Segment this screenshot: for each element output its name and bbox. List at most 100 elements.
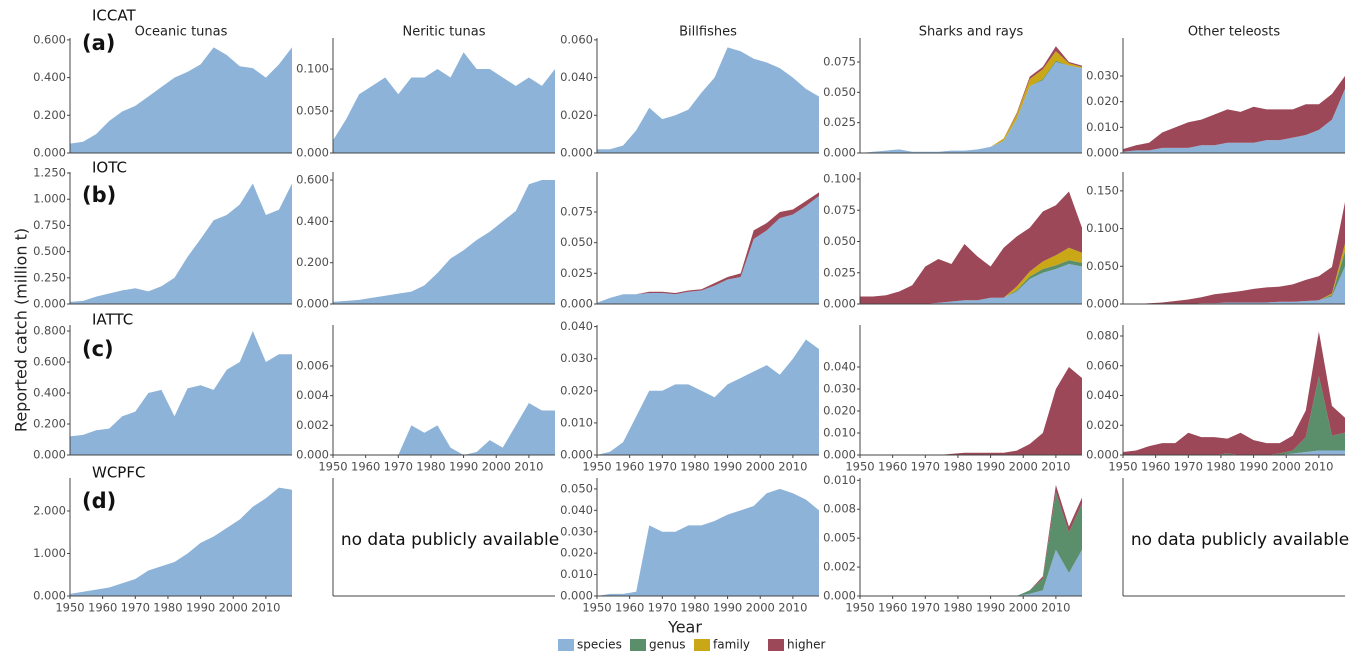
- area: [860, 62, 1082, 153]
- y-tick-label: 0.002: [296, 418, 329, 432]
- y-tick-label: 0.000: [823, 146, 856, 160]
- x-tick-label: 1990: [186, 601, 215, 615]
- legend-label: higher: [787, 638, 826, 652]
- y-tick-label: 0.000: [560, 146, 593, 160]
- x-tick-label: 1950: [55, 601, 84, 615]
- x-tick-label: 2010: [778, 601, 807, 615]
- x-tick-label: 2010: [778, 460, 807, 474]
- x-tick-label: 1960: [615, 601, 644, 615]
- y-tick-label: 0.200: [33, 417, 66, 431]
- y-tick-label: 0.600: [296, 173, 329, 187]
- y-tick-label: 0.250: [33, 270, 66, 284]
- y-tick-label: 0.000: [33, 448, 66, 462]
- panel-title: Neritic tunas: [403, 25, 486, 40]
- y-tick-label: 0.100: [823, 172, 856, 186]
- area: [860, 260, 1082, 304]
- y-tick-label: 0.020: [560, 546, 593, 560]
- x-tick-label: 2010: [514, 460, 543, 474]
- x-tick-label: 1950: [845, 601, 874, 615]
- y-tick-label: 0.020: [823, 404, 856, 418]
- x-tick-label: 1960: [878, 460, 907, 474]
- area: [1123, 266, 1345, 304]
- x-tick-label: 1980: [943, 601, 972, 615]
- area: [597, 339, 819, 455]
- legend-swatch: [694, 639, 710, 651]
- y-tick-label: 1.000: [33, 192, 66, 206]
- row-tag: (c): [82, 337, 114, 361]
- x-tick-label: 1960: [88, 601, 117, 615]
- x-tick-label: 1990: [713, 601, 742, 615]
- y-tick-label: 0.400: [296, 214, 329, 228]
- x-tick-label: 2010: [1041, 601, 1070, 615]
- area: [70, 183, 292, 304]
- x-tick-label: 1960: [1141, 460, 1170, 474]
- x-tick-label: 1950: [582, 460, 611, 474]
- y-tick-label: 1.000: [33, 546, 66, 560]
- area: [1123, 450, 1345, 455]
- y-tick-label: 0.050: [296, 104, 329, 118]
- area: [70, 487, 292, 596]
- x-tick-label: 1950: [845, 460, 874, 474]
- y-tick-label: 0.400: [33, 70, 66, 84]
- y-tick-label: 0.150: [1086, 183, 1119, 197]
- y-tick-label: 0.000: [1086, 448, 1119, 462]
- y-tick-label: 0.040: [560, 70, 593, 84]
- y-tick-label: 0.000: [823, 297, 856, 311]
- x-tick-label: 1980: [1206, 460, 1235, 474]
- y-tick-label: 0.030: [560, 351, 593, 365]
- legend-label: family: [713, 638, 750, 652]
- y-tick-label: 0.010: [560, 567, 593, 581]
- x-axis-label: Year: [667, 618, 702, 637]
- y-tick-label: 0.004: [296, 388, 329, 402]
- x-tick-label: 1960: [878, 601, 907, 615]
- area: [333, 180, 555, 304]
- x-tick-label: 1970: [1174, 460, 1203, 474]
- y-tick-label: 0.040: [823, 360, 856, 374]
- y-tick-label: 0.010: [560, 415, 593, 429]
- x-tick-label: 2000: [1009, 601, 1038, 615]
- x-tick-label: 1980: [153, 601, 182, 615]
- y-tick-label: 0.025: [823, 115, 856, 129]
- y-tick-label: 0.000: [823, 448, 856, 462]
- y-tick-label: 0.500: [33, 244, 66, 258]
- area: [333, 52, 555, 153]
- y-tick-label: 0.000: [1086, 297, 1119, 311]
- legend-label: species: [577, 638, 622, 652]
- panel-title: Sharks and rays: [919, 25, 1024, 40]
- y-tick-label: 0.050: [560, 481, 593, 495]
- y-tick-label: 0.000: [296, 297, 329, 311]
- x-tick-label: 1980: [680, 460, 709, 474]
- row-tag: (b): [82, 183, 116, 207]
- y-tick-label: 0.010: [823, 473, 856, 487]
- y-tick-label: 0.025: [560, 266, 593, 280]
- legend-label: genus: [649, 638, 685, 652]
- x-tick-label: 1980: [943, 460, 972, 474]
- y-tick-label: 0.600: [33, 32, 66, 46]
- x-tick-label: 1990: [976, 460, 1005, 474]
- x-tick-label: 2010: [1304, 460, 1333, 474]
- area: [860, 367, 1082, 455]
- x-tick-label: 1980: [680, 601, 709, 615]
- panel-title: Oceanic tunas: [135, 25, 228, 40]
- legend-swatch: [558, 639, 574, 651]
- area: [597, 47, 819, 153]
- row-name: IATTC: [92, 311, 133, 329]
- panel-title: Other teleosts: [1188, 25, 1281, 40]
- y-tick-label: 0.020: [560, 108, 593, 122]
- x-tick-label: 1970: [384, 460, 413, 474]
- area: [597, 196, 819, 304]
- x-tick-label: 1970: [911, 460, 940, 474]
- area: [860, 191, 1082, 304]
- y-tick-label: 0.600: [33, 355, 66, 369]
- y-tick-label: 0.025: [823, 265, 856, 279]
- no-data-note: no data publicly available: [1131, 530, 1349, 550]
- y-tick-label: 0.020: [1086, 94, 1119, 108]
- x-tick-label: 1950: [318, 460, 347, 474]
- x-tick-label: 1960: [615, 460, 644, 474]
- area: [860, 264, 1082, 304]
- y-tick-label: 0.400: [33, 386, 66, 400]
- y-tick-label: 0.000: [33, 146, 66, 160]
- y-tick-label: 0.000: [296, 448, 329, 462]
- x-tick-label: 1990: [976, 601, 1005, 615]
